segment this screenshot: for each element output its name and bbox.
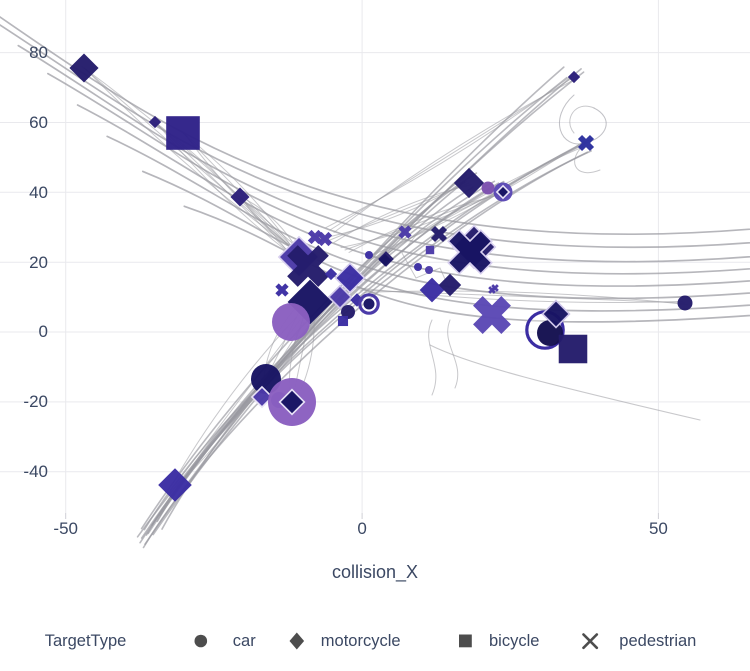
svg-text:collision_X: collision_X <box>332 562 418 583</box>
svg-text:pedestrian: pedestrian <box>619 632 696 650</box>
svg-text:60: 60 <box>29 113 48 132</box>
svg-text:motorcycle: motorcycle <box>321 632 401 650</box>
svg-text:50: 50 <box>649 519 668 538</box>
svg-text:-40: -40 <box>23 462 48 481</box>
svg-text:TargetType: TargetType <box>45 632 127 650</box>
svg-text:-50: -50 <box>53 519 78 538</box>
svg-text:bicycle: bicycle <box>489 632 539 650</box>
svg-text:80: 80 <box>29 43 48 62</box>
svg-text:40: 40 <box>29 183 48 202</box>
svg-text:car: car <box>233 632 256 650</box>
svg-text:0: 0 <box>357 519 366 538</box>
svg-text:0: 0 <box>39 322 48 341</box>
svg-text:20: 20 <box>29 253 48 272</box>
svg-text:-20: -20 <box>23 392 48 411</box>
